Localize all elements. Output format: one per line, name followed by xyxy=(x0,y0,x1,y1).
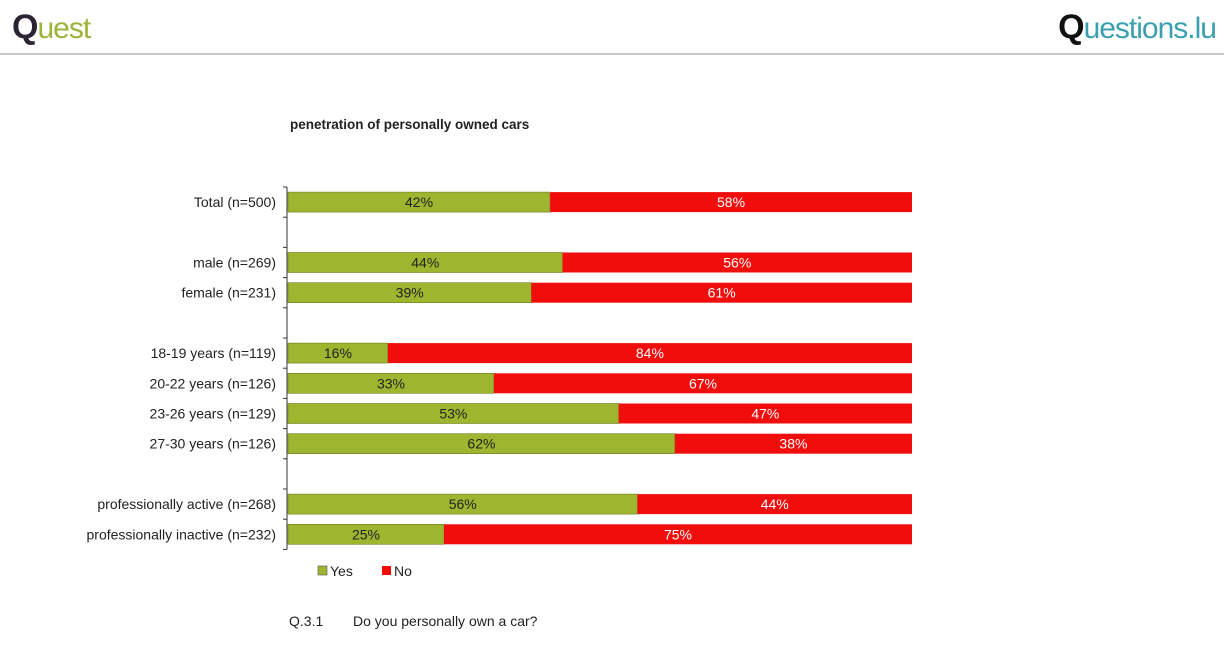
data-label-no: 56% xyxy=(723,255,751,271)
bar-no xyxy=(562,252,912,273)
data-label-no: 38% xyxy=(779,436,807,452)
data-label-yes: 62% xyxy=(467,436,495,452)
bar-yes xyxy=(287,372,495,394)
bar-no xyxy=(550,192,912,213)
category-label: Total (n=500) xyxy=(194,194,276,210)
question-text: Do you personally own a car? xyxy=(353,613,538,629)
quest-logo-text: Quest xyxy=(12,8,91,46)
bar-no xyxy=(531,282,912,303)
category-label: professionally active (n=268) xyxy=(97,496,276,512)
chart-title: penetration of personally owned cars xyxy=(290,117,529,132)
data-label-no: 58% xyxy=(717,194,745,210)
header-divider xyxy=(0,53,1224,55)
bar-no xyxy=(618,403,912,424)
category-label: female (n=231) xyxy=(181,285,276,301)
data-label-no: 61% xyxy=(708,285,736,301)
data-label-no: 75% xyxy=(664,526,692,542)
data-label-yes: 44% xyxy=(411,255,439,271)
data-label-no: 84% xyxy=(636,345,664,361)
questions-lu-logo: Questions.lu xyxy=(1058,8,1217,47)
legend-yes-swatch xyxy=(317,565,328,576)
data-label-yes: 56% xyxy=(449,496,477,512)
legend-no-swatch xyxy=(382,566,391,575)
data-label-yes: 42% xyxy=(405,194,433,210)
category-label: 27-30 years (n=126) xyxy=(150,436,276,452)
data-label-yes: 25% xyxy=(352,526,380,542)
legend-no-label: No xyxy=(394,563,412,579)
category-label: 18-19 years (n=119) xyxy=(151,345,276,361)
category-label: 20-22 years (n=126) xyxy=(150,375,276,391)
category-label: professionally inactive (n=232) xyxy=(87,526,277,542)
data-label-yes: 33% xyxy=(377,375,405,391)
data-label-no: 47% xyxy=(751,406,779,422)
data-label-yes: 16% xyxy=(324,345,352,361)
quest-logo: Quest xyxy=(12,8,91,47)
bar-no xyxy=(493,373,912,394)
questions-logo-text: Questions.lu xyxy=(1058,8,1217,46)
category-label: male (n=269) xyxy=(193,255,276,271)
bar-no xyxy=(637,494,912,515)
category-label: 23-26 years (n=129) xyxy=(150,406,276,422)
data-label-yes: 39% xyxy=(396,285,424,301)
bar-no xyxy=(674,433,912,454)
bar-no xyxy=(444,524,912,545)
bar-yes xyxy=(287,191,551,213)
data-label-yes: 53% xyxy=(439,406,467,422)
data-label-no: 67% xyxy=(689,375,717,391)
legend-yes-label: Yes xyxy=(330,563,353,579)
question-id: Q.3.1 xyxy=(289,613,323,629)
bar-no xyxy=(387,343,913,364)
data-label-no: 44% xyxy=(761,496,789,512)
